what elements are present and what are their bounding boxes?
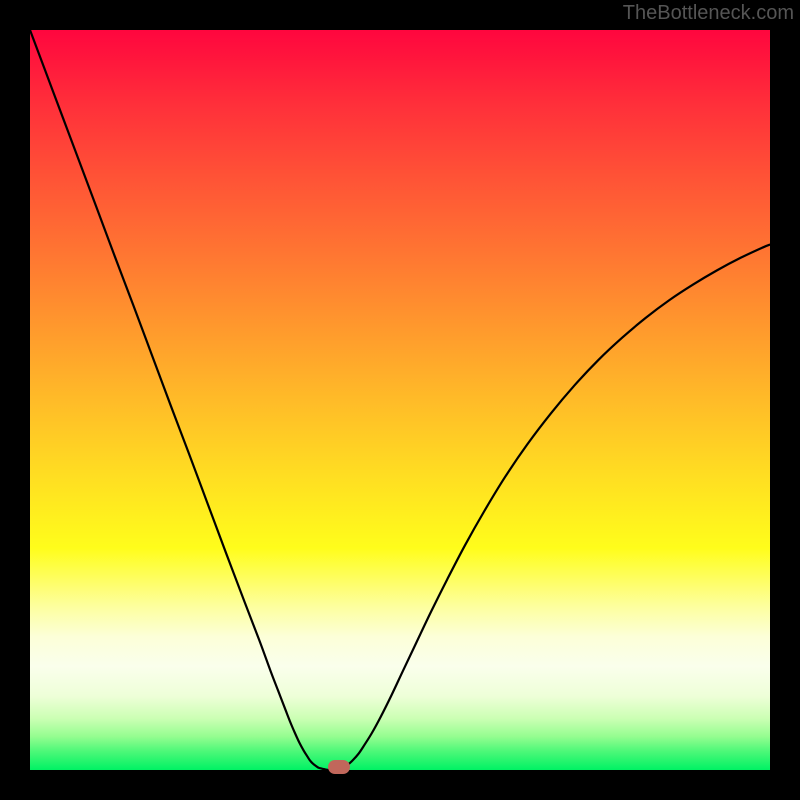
plot-area — [30, 30, 770, 770]
optimal-point-marker — [328, 760, 350, 774]
curve-path — [30, 30, 770, 770]
bottleneck-curve — [30, 30, 770, 770]
attribution-text: TheBottleneck.com — [623, 2, 794, 25]
